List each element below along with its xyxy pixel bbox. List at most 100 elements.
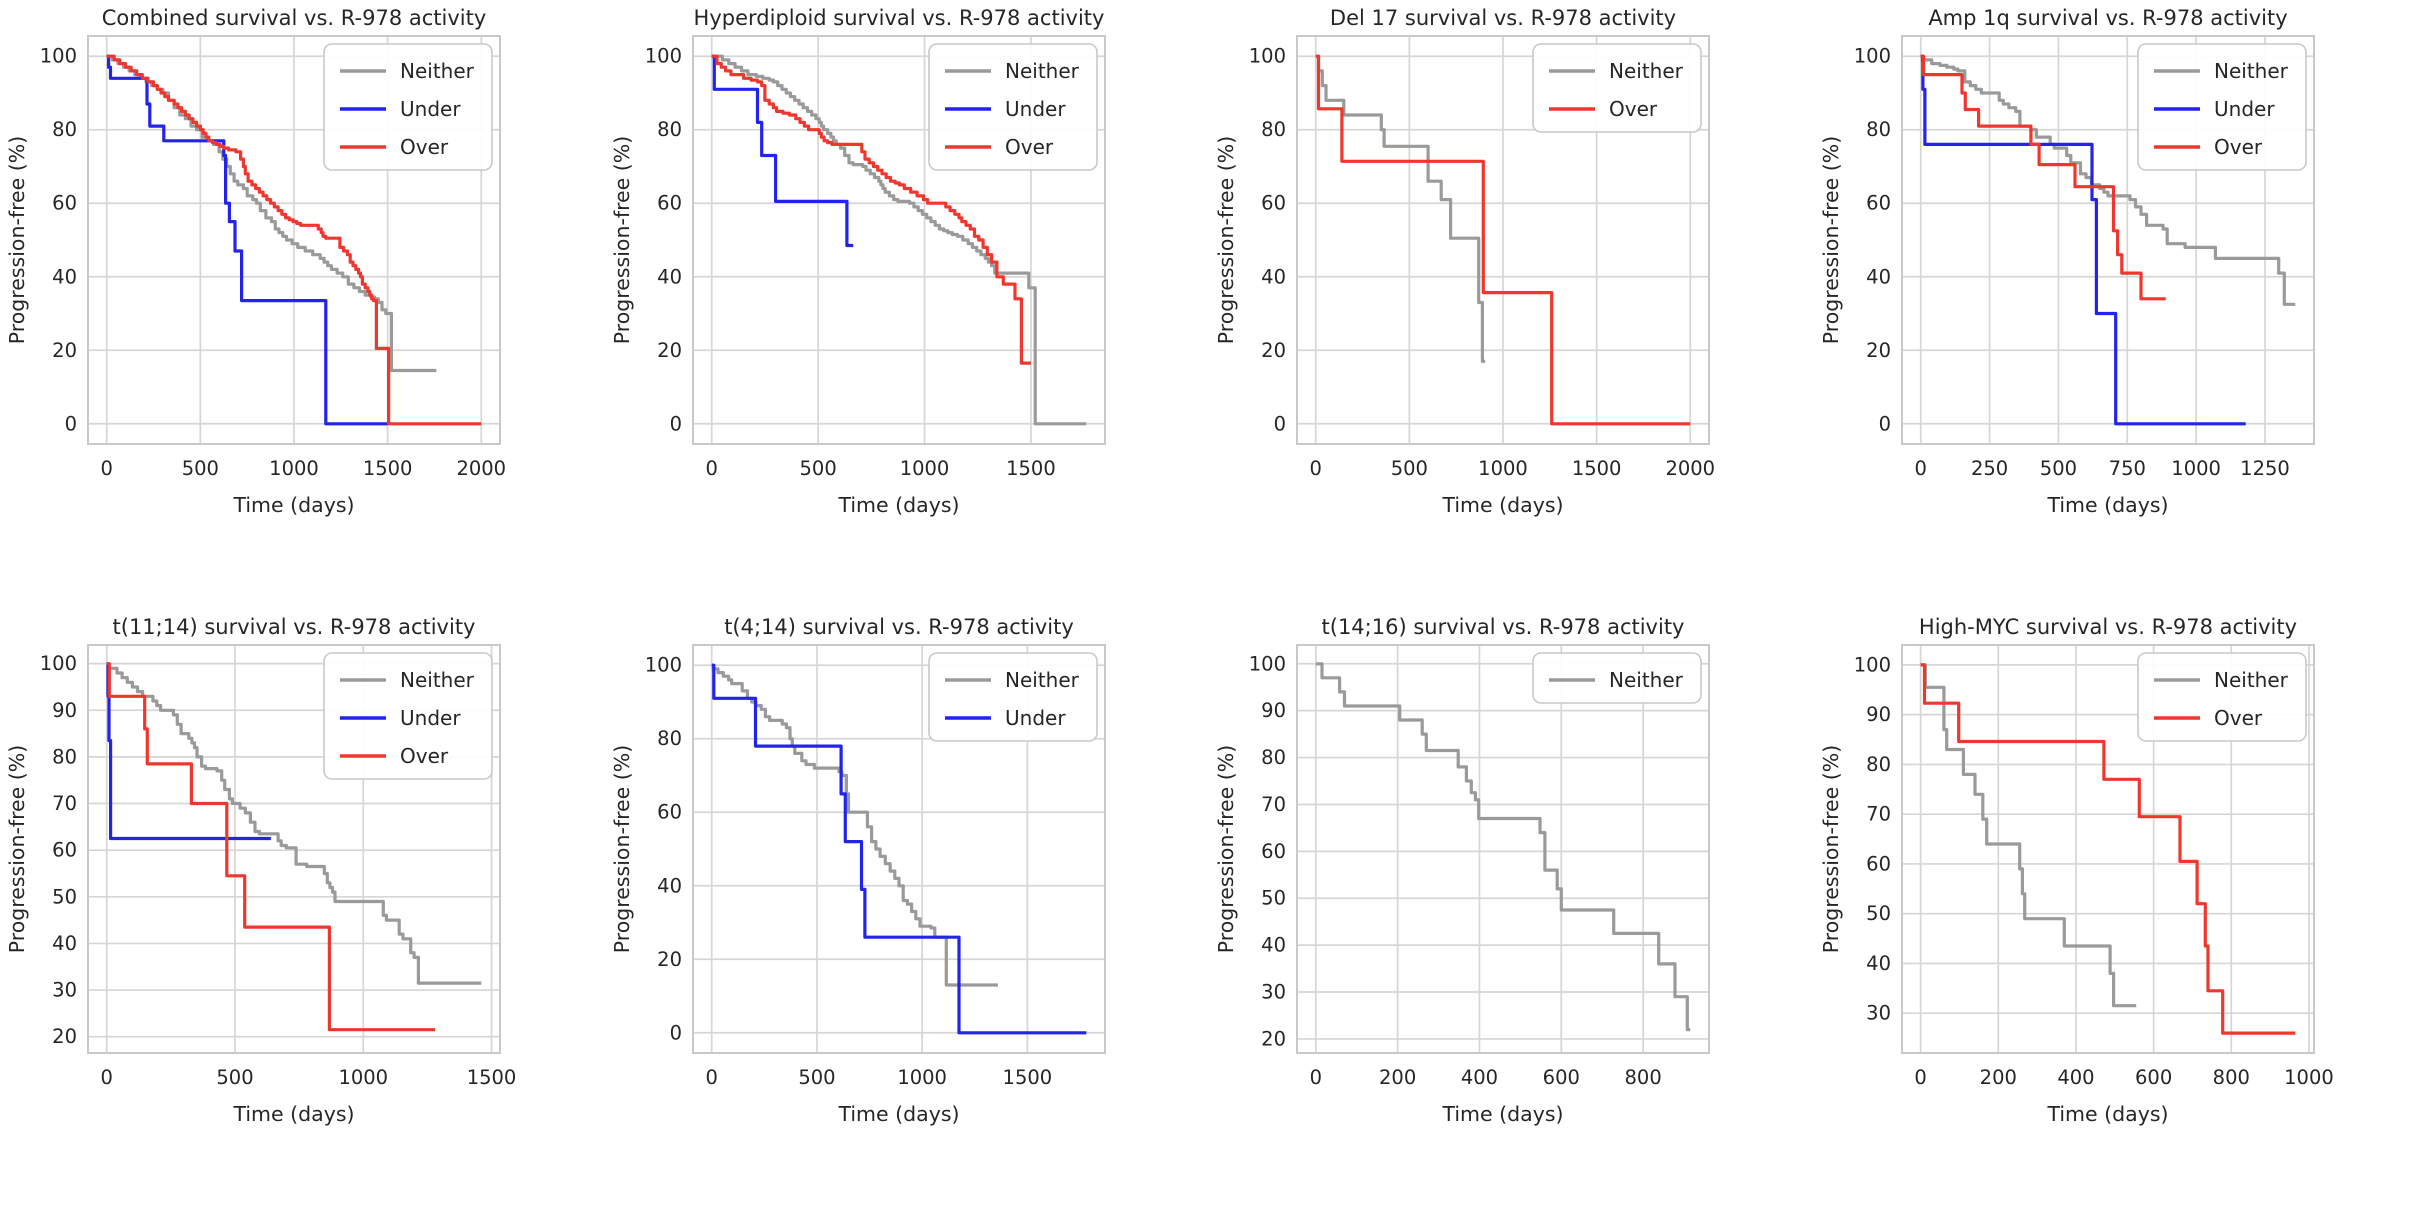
legend-label-under: Under — [1005, 97, 1066, 121]
x-tick-label: 500 — [798, 1066, 835, 1089]
y-tick-label: 40 — [1866, 265, 1891, 288]
axes-frame — [87, 644, 501, 1054]
x-tick-label: 1000 — [338, 1066, 388, 1089]
x-axis-label: Time (days) — [837, 493, 959, 517]
legend-label-over: Over — [1609, 97, 1658, 121]
x-tick-label: 0 — [1310, 1066, 1322, 1089]
legend: Neither Under Over — [927, 43, 1098, 171]
y-tick-label: 20 — [52, 339, 77, 362]
x-tick-label: 1000 — [897, 1066, 947, 1089]
series-under-curve — [711, 663, 1086, 1035]
series-over-curve — [1315, 54, 1691, 426]
grid — [1901, 36, 2314, 444]
x-axis-label: Time (days) — [1441, 1102, 1563, 1126]
legend-box — [2136, 43, 2307, 171]
series-neither-curve — [1920, 663, 2136, 1008]
x-tick-label: 1000 — [1478, 457, 1528, 480]
x-tick-label: 1250 — [2240, 457, 2290, 480]
chart-background — [0, 609, 605, 1218]
chart-background — [1209, 609, 1814, 1218]
y-tick-label: 40 — [52, 932, 77, 955]
y-tick-label: 80 — [657, 727, 682, 750]
x-tick-label: 1500 — [1572, 457, 1622, 480]
y-axis-label: Progression-free (%) — [1819, 136, 1843, 345]
y-tick-label: 100 — [1853, 45, 1890, 68]
y-tick-label: 40 — [1261, 934, 1286, 957]
y-tick-label: 40 — [1261, 265, 1286, 288]
series-over-curve — [711, 54, 1031, 365]
legend-label-under: Under — [400, 706, 461, 730]
chart-title: t(4;14) survival vs. R-978 activity — [724, 615, 1074, 639]
x-axis-label: Time (days) — [837, 1102, 959, 1126]
series-neither-curve — [1920, 58, 2295, 306]
y-tick-label: 80 — [52, 118, 77, 141]
y-tick-label: 40 — [657, 874, 682, 897]
subplot-t14-16: 0 200 400 600 800 20 30 40 50 60 70 80 90 100 t(14;16)… — [1209, 609, 1814, 1218]
x-tick-label: 1500 — [363, 457, 413, 480]
legend-label-neither: Neither — [1609, 59, 1684, 83]
chart-title: Combined survival vs. R-978 activity — [102, 6, 487, 30]
y-tick-label: 70 — [1261, 793, 1286, 816]
x-tick-label: 0 — [705, 1066, 717, 1089]
x-tick-label: 0 — [705, 457, 717, 480]
legend-label-neither: Neither — [1005, 59, 1080, 83]
axes-frame — [87, 35, 501, 445]
x-axis-label: Time (days) — [2046, 493, 2168, 517]
y-tick-label: 60 — [1866, 192, 1891, 215]
x-tick-label: 250 — [1970, 457, 2007, 480]
y-axis-label: Progression-free (%) — [610, 745, 634, 954]
legend-box — [1532, 652, 1702, 704]
subplot-combined: 0 500 1000 1500 2000 0 20 40 60 80 100 Combined sur… — [0, 0, 605, 609]
x-tick-label: 200 — [1379, 1066, 1416, 1089]
chart-title: Del 17 survival vs. R-978 activity — [1330, 6, 1676, 30]
x-tick-label: 1000 — [2171, 457, 2221, 480]
y-tick-label: 80 — [1866, 753, 1891, 776]
subplot-t4-14: 0 500 1000 1500 0 20 40 60 80 100 t(4;14) survival… — [604, 609, 1209, 1218]
y-axis-label: Progression-free (%) — [1214, 136, 1238, 345]
y-tick-label: 100 — [1249, 652, 1286, 675]
x-tick-label: 0 — [1914, 1066, 1926, 1089]
legend: Neither — [1532, 652, 1702, 704]
x-tick-label: 1500 — [1002, 1066, 1052, 1089]
legend: Neither Under Over — [2136, 43, 2307, 171]
subplot-combined-canvas: 0 500 1000 1500 2000 0 20 40 60 80 100 Combined sur… — [0, 0, 605, 609]
x-tick-label: 500 — [1391, 457, 1428, 480]
y-tick-label: 80 — [657, 118, 682, 141]
legend-label-neither: Neither — [1005, 668, 1080, 692]
x-tick-label: 600 — [2135, 1066, 2172, 1089]
y-axis-label: Progression-free (%) — [5, 136, 29, 345]
legend-box — [927, 43, 1098, 171]
subplot-hyperdiploid: 0 500 1000 1500 0 20 40 60 80 100 Hyperdiploid sur… — [604, 0, 1209, 609]
x-tick-label: 1500 — [1006, 457, 1056, 480]
legend-box — [323, 652, 493, 780]
series-over-curve — [1920, 54, 2166, 301]
y-tick-label: 100 — [40, 45, 77, 68]
grid — [1297, 645, 1709, 1053]
y-tick-label: 0 — [669, 412, 681, 435]
x-tick-label: 1500 — [467, 1066, 517, 1089]
y-tick-label: 50 — [1261, 887, 1286, 910]
y-tick-label: 20 — [1866, 339, 1891, 362]
x-tick-label: 0 — [101, 1066, 113, 1089]
y-tick-label: 90 — [1261, 699, 1286, 722]
subplot-del-17-canvas: 0 500 1000 1500 2000 0 20 40 60 80 100 Del 17 survi… — [1209, 0, 1814, 609]
series-neither-curve — [1315, 662, 1691, 1032]
y-tick-label: 100 — [644, 45, 681, 68]
x-tick-label: 500 — [799, 457, 836, 480]
y-tick-label: 50 — [1866, 902, 1891, 925]
subplot-t14-16-canvas: 0 200 400 600 800 20 30 40 50 60 70 80 90 100 t(14;16)… — [1209, 609, 1814, 1218]
legend-label-neither: Neither — [2214, 668, 2289, 692]
subplot-t4-14-canvas: 0 500 1000 1500 0 20 40 60 80 100 t(4;14) survival… — [604, 609, 1209, 1218]
y-tick-label: 60 — [657, 192, 682, 215]
x-tick-label: 0 — [1914, 457, 1926, 480]
legend-label-under: Under — [400, 97, 461, 121]
legend-label-over: Over — [400, 744, 449, 768]
axes-frame — [691, 644, 1106, 1054]
y-tick-label: 60 — [1261, 192, 1286, 215]
legend-label-over: Over — [2214, 706, 2263, 730]
y-tick-label: 60 — [1866, 852, 1891, 875]
y-tick-label: 20 — [1261, 339, 1286, 362]
series-under-curve — [1920, 54, 2246, 426]
subplot-amp-1q-canvas: 0 250 500 750 1000 1250 0 20 40 60 80 100 Amp 1q sur… — [1813, 0, 2418, 609]
y-tick-label: 60 — [1261, 840, 1286, 863]
